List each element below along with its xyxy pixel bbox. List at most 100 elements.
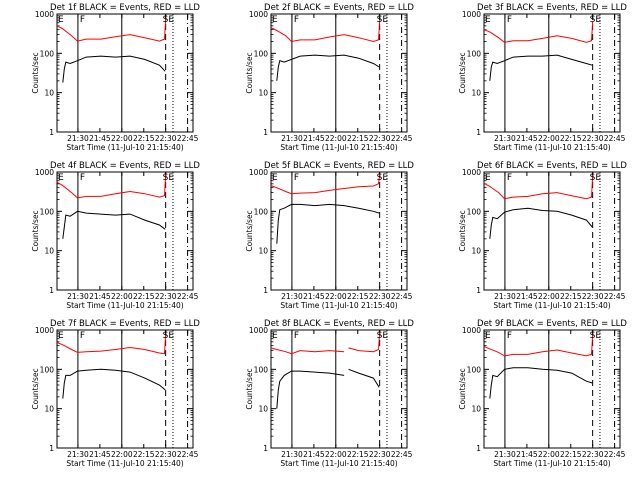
series-line-lld: [270, 20, 381, 43]
y-tick-label: 1: [263, 128, 268, 137]
y-axis-label: Counts/sec: [31, 368, 40, 409]
series-line-events: [489, 207, 593, 239]
x-tick-label: 22:00: [538, 134, 560, 143]
marker-label-e: E: [272, 331, 278, 341]
plot-frame: [270, 329, 408, 449]
marker-label-f: F: [80, 173, 85, 183]
marker-label-se: SE: [163, 173, 175, 183]
x-axis-label: Start Time (11-Jul-10 21:15:40): [280, 459, 397, 468]
x-tick-label: 21:30: [494, 292, 516, 301]
series-line-events: [62, 55, 166, 83]
marker-label-f: F: [507, 331, 512, 341]
chart-panel-1: Det 1f BLACK = Events, RED = LLD 1 10 100 10…: [31, 3, 200, 152]
plot-frame: [270, 13, 408, 133]
x-tick-label: 22:15: [560, 134, 582, 143]
y-tick-label: 1: [49, 444, 54, 453]
y-tick-label: 10: [44, 405, 54, 414]
y-tick-label: 1: [263, 286, 268, 295]
series-line-events: [62, 210, 166, 239]
x-axis-label: Start Time (11-Jul-10 21:15:40): [493, 301, 610, 310]
chart-title: Det 2f BLACK = Events, RED = LLD: [264, 3, 414, 13]
marker-label-e: E: [58, 15, 64, 25]
series-line-events: [489, 54, 593, 81]
y-tick-label: 10: [258, 247, 268, 256]
x-axis-label: Start Time (11-Jul-10 21:15:40): [280, 301, 397, 310]
x-tick-label: 21:30: [67, 134, 89, 143]
marker-label-se: SE: [590, 15, 602, 25]
x-tick-label: 22:00: [111, 450, 133, 459]
x-tick-label: 22:45: [604, 134, 626, 143]
series-line-lld: [56, 17, 167, 42]
marker-label-f: F: [80, 15, 85, 25]
x-tick-label: 22:45: [604, 292, 626, 301]
x-tick-label: 22:00: [111, 292, 133, 301]
series-line-events: [62, 368, 166, 399]
marker-label-e: E: [272, 173, 278, 183]
y-tick-label: 10: [44, 89, 54, 98]
marker-label-se: SE: [590, 173, 602, 183]
y-tick-label: 100: [40, 49, 55, 58]
chart-panel-4: Det 4f BLACK = Events, RED = LLD 1 10 100 10…: [31, 161, 200, 310]
series-line-events: [276, 368, 380, 409]
x-tick-label: 21:45: [89, 134, 111, 143]
y-tick-label: 1000: [249, 10, 268, 19]
series-line-events: [489, 367, 593, 399]
y-tick-label: 1000: [35, 326, 54, 335]
marker-label-e: E: [58, 331, 64, 341]
series-line-lld: [270, 173, 381, 195]
chart-panel-3: Det 3f BLACK = Events, RED = LLD 1 10 100 10…: [458, 3, 627, 152]
x-tick-label: 22:30: [582, 450, 604, 459]
series-line-lld: [483, 333, 594, 357]
marker-label-f: F: [294, 331, 299, 341]
x-tick-label: 22:30: [155, 292, 177, 301]
x-tick-label: 22:15: [560, 292, 582, 301]
y-axis-label: Counts/sec: [31, 210, 40, 251]
series-line-lld: [270, 331, 381, 355]
marker-label-se: SE: [590, 331, 602, 341]
x-tick-label: 21:30: [494, 134, 516, 143]
x-tick-label: 22:45: [177, 292, 199, 301]
chart-title: Det 4f BLACK = Events, RED = LLD: [50, 161, 200, 171]
chart-panel-2: Det 2f BLACK = Events, RED = LLD 1 10 100 10…: [245, 3, 414, 152]
x-tick-label: 22:15: [347, 134, 369, 143]
marker-label-f: F: [80, 331, 85, 341]
marker-label-se: SE: [163, 15, 175, 25]
plot-frame: [483, 171, 621, 291]
x-tick-label: 21:30: [281, 134, 303, 143]
x-tick-label: 22:45: [177, 134, 199, 143]
marker-label-f: F: [507, 15, 512, 25]
x-tick-label: 22:00: [325, 292, 347, 301]
marker-label-e: E: [58, 173, 64, 183]
series-line-events: [276, 203, 380, 244]
x-tick-label: 21:30: [281, 292, 303, 301]
y-tick-label: 100: [254, 49, 269, 58]
series-line-lld: [56, 333, 167, 355]
chart-title: Det 1f BLACK = Events, RED = LLD: [50, 3, 200, 13]
y-tick-label: 100: [40, 207, 55, 216]
x-tick-label: 21:45: [516, 292, 538, 301]
y-tick-label: 1000: [462, 168, 481, 177]
y-tick-label: 10: [471, 405, 481, 414]
marker-label-e: E: [485, 173, 491, 183]
y-tick-label: 1: [49, 286, 54, 295]
y-tick-label: 1000: [35, 10, 54, 19]
chart-title: Det 7f BLACK = Events, RED = LLD: [50, 319, 200, 329]
plot-frame: [483, 13, 621, 133]
y-tick-label: 1: [476, 444, 481, 453]
marker-label-f: F: [507, 173, 512, 183]
x-tick-label: 21:45: [303, 450, 325, 459]
x-axis-label: Start Time (11-Jul-10 21:15:40): [66, 301, 183, 310]
marker-label-e: E: [485, 15, 491, 25]
x-tick-label: 21:30: [67, 450, 89, 459]
y-axis-label: Counts/sec: [245, 210, 254, 251]
y-tick-label: 10: [471, 247, 481, 256]
y-tick-label: 1000: [249, 168, 268, 177]
x-tick-label: 22:15: [133, 134, 155, 143]
y-tick-label: 100: [467, 207, 482, 216]
marker-label-se: SE: [163, 331, 175, 341]
y-axis-label: Counts/sec: [458, 210, 467, 251]
x-tick-label: 21:30: [67, 292, 89, 301]
y-tick-label: 100: [467, 365, 482, 374]
marker-label-e: E: [485, 331, 491, 341]
